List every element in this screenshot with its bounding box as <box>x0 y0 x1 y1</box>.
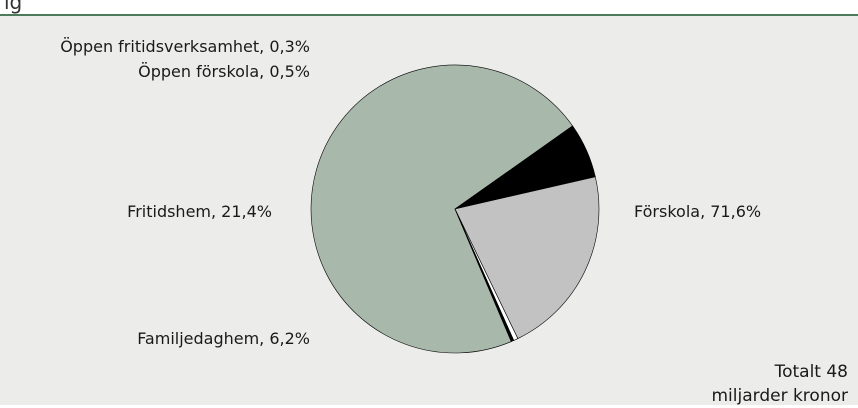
partial-title: ig <box>4 0 23 14</box>
title-strip: ig <box>0 0 858 14</box>
total-line-2: miljarder kronor <box>711 386 848 406</box>
pie-slice-förskola <box>310 64 574 354</box>
label-fritidshem: Fritidshem, 21,4% <box>127 202 272 221</box>
label-familjedaghem: Familjedaghem, 6,2% <box>137 329 310 348</box>
pie-slice-öppen-fritidsverksamhet <box>454 208 515 342</box>
total-note: Totalt 48 miljarder kronor <box>711 360 848 408</box>
pie-slices <box>310 64 600 354</box>
pie-slice-fritidshem <box>454 176 600 339</box>
slice-labels: Förskola, 71,6% Familjedaghem, 6,2% Frit… <box>60 37 761 348</box>
title-rule <box>0 14 858 16</box>
total-line-1: Totalt 48 <box>774 362 848 382</box>
label-oppen-fritidsverksamhet: Öppen fritidsverksamhet, 0,3% <box>60 37 310 56</box>
label-forskola: Förskola, 71,6% <box>634 202 761 221</box>
label-oppen-forskola: Öppen förskola, 0,5% <box>138 62 310 81</box>
